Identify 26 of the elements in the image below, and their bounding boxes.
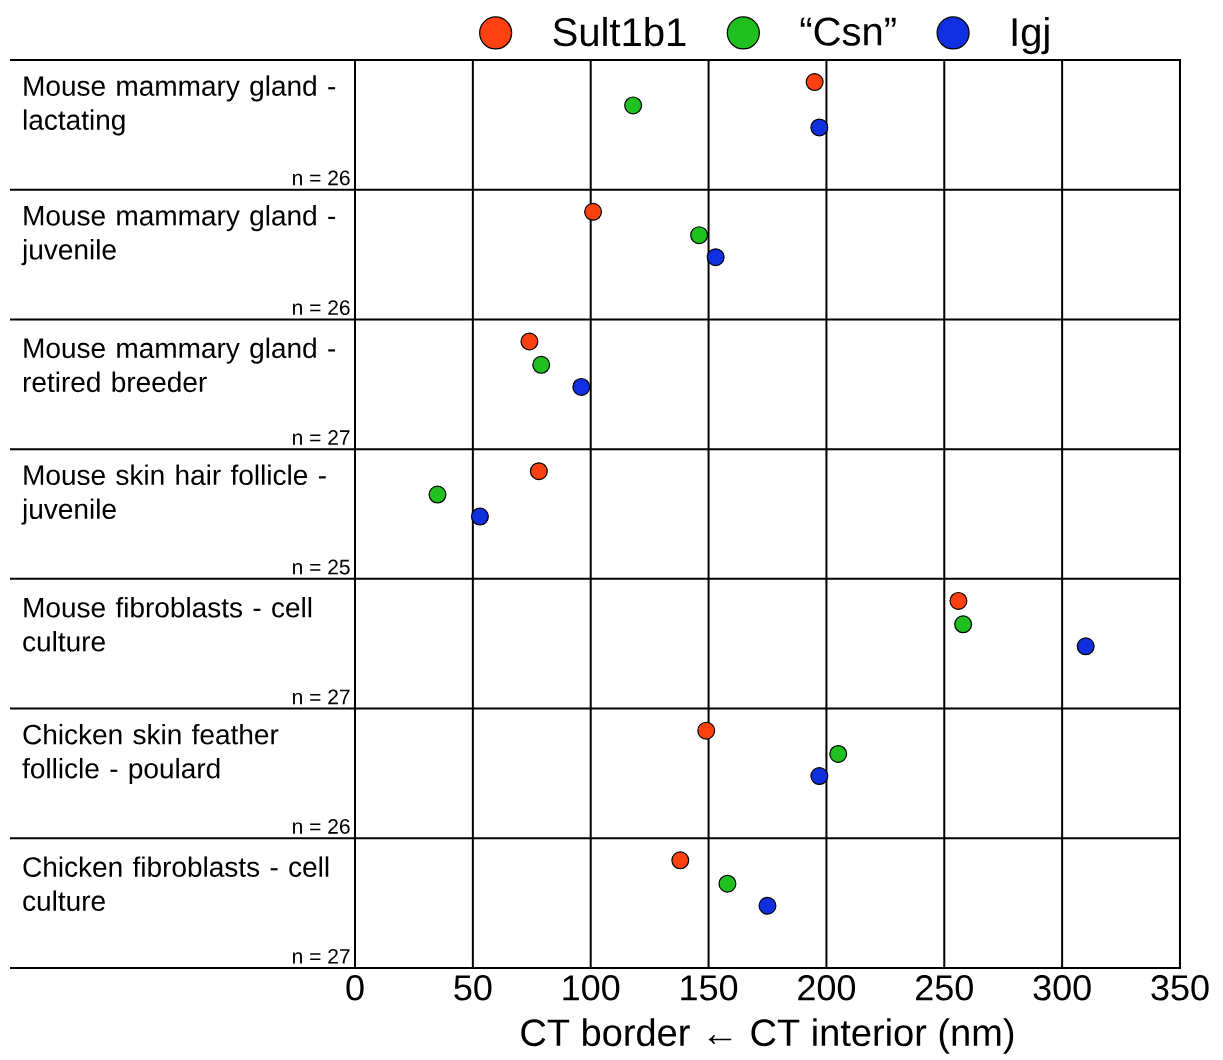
text: n = 27 xyxy=(293,948,350,964)
y-tick-label: Chicken fibroblasts - cell culture xyxy=(23,856,329,911)
legend-label: Sult1b1 xyxy=(553,16,686,47)
legend-label: “Csn” xyxy=(800,17,896,46)
x-tick-label: 150 xyxy=(681,974,738,1001)
y-tick-label: Mouse fibroblasts - cell culture xyxy=(23,596,312,652)
text: n = 25 xyxy=(293,559,350,575)
x-tick-label: 50 xyxy=(454,974,492,1001)
x-tick-label: 100 xyxy=(563,974,620,1001)
text: n = 26 xyxy=(293,170,350,186)
x-tick-label: 350 xyxy=(1151,974,1209,1001)
x-tick-label: 300 xyxy=(1033,974,1091,1001)
y-tick-label: Mouse mammary gland - lactating xyxy=(23,75,336,136)
x-axis-title: CT border ← CT interior (nm) xyxy=(521,1018,1014,1054)
x-tick-label: 200 xyxy=(798,974,856,1001)
x-tick-label: 250 xyxy=(916,974,973,1001)
y-tick-label: Mouse skin hair follicle - juvenile xyxy=(21,464,326,525)
text: n = 26 xyxy=(293,300,350,315)
x-tick-label: 0 xyxy=(346,974,364,1001)
text: n = 26 xyxy=(293,818,350,834)
y-tick-label: Chicken skin feather follicle - poulard xyxy=(22,723,279,784)
legend-label: Igj xyxy=(1012,16,1049,55)
text: n = 27 xyxy=(293,429,350,445)
y-tick-label: Mouse mammary gland - juvenile xyxy=(21,204,336,265)
y-tick-label: Mouse mammary gland - retired breeder xyxy=(23,337,336,392)
text: n = 27 xyxy=(293,689,350,705)
